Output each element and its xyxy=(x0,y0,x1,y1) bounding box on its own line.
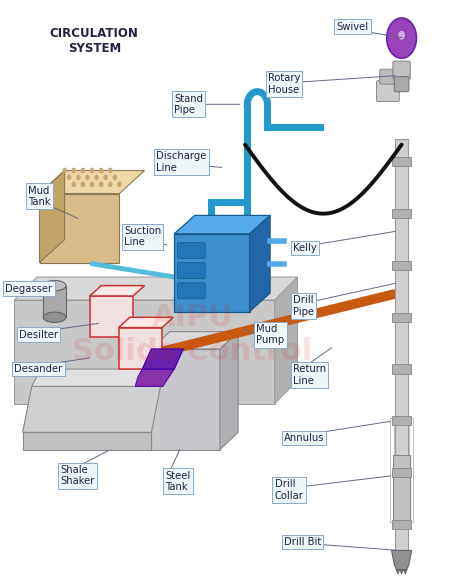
Text: Swivel: Swivel xyxy=(336,21,368,32)
Text: Drill Bit: Drill Bit xyxy=(284,537,321,547)
Polygon shape xyxy=(152,332,238,349)
FancyBboxPatch shape xyxy=(393,61,410,79)
FancyBboxPatch shape xyxy=(43,286,66,317)
Polygon shape xyxy=(220,332,238,449)
Text: Mud
Pump: Mud Pump xyxy=(256,324,284,346)
Text: Degasser: Degasser xyxy=(5,283,52,294)
Polygon shape xyxy=(90,286,145,296)
Text: Mud
Tank: Mud Tank xyxy=(28,186,51,207)
Text: AIPU
Solids Control: AIPU Solids Control xyxy=(72,304,313,366)
FancyBboxPatch shape xyxy=(393,365,411,374)
Circle shape xyxy=(108,181,113,187)
Circle shape xyxy=(113,174,117,180)
FancyBboxPatch shape xyxy=(380,69,396,84)
Polygon shape xyxy=(174,215,270,234)
FancyBboxPatch shape xyxy=(393,313,411,322)
Circle shape xyxy=(94,174,99,180)
FancyBboxPatch shape xyxy=(152,349,220,449)
Circle shape xyxy=(108,168,113,173)
Polygon shape xyxy=(14,300,275,404)
Circle shape xyxy=(71,181,76,187)
Text: Annulus: Annulus xyxy=(284,433,324,443)
Polygon shape xyxy=(22,387,160,432)
Text: Discharge
Line: Discharge Line xyxy=(156,151,206,173)
Text: Kelly: Kelly xyxy=(293,243,316,253)
FancyBboxPatch shape xyxy=(393,261,411,270)
Ellipse shape xyxy=(387,18,416,58)
FancyBboxPatch shape xyxy=(393,468,411,477)
Polygon shape xyxy=(22,432,152,449)
Text: CIRCULATION
SYSTEM: CIRCULATION SYSTEM xyxy=(50,27,139,55)
Polygon shape xyxy=(250,215,270,312)
Polygon shape xyxy=(403,569,407,574)
FancyBboxPatch shape xyxy=(394,77,409,92)
FancyBboxPatch shape xyxy=(393,455,410,522)
Ellipse shape xyxy=(43,280,66,291)
Text: Return
Line: Return Line xyxy=(293,364,326,385)
FancyBboxPatch shape xyxy=(39,193,120,263)
Text: Shale
Shaker: Shale Shaker xyxy=(60,465,94,486)
Ellipse shape xyxy=(398,30,406,40)
Polygon shape xyxy=(136,369,174,387)
Polygon shape xyxy=(396,569,400,574)
FancyBboxPatch shape xyxy=(393,520,411,529)
Circle shape xyxy=(90,181,94,187)
Polygon shape xyxy=(14,277,298,300)
Circle shape xyxy=(104,174,108,180)
Polygon shape xyxy=(32,369,169,387)
Polygon shape xyxy=(119,317,173,328)
Circle shape xyxy=(81,181,85,187)
Text: Desander: Desander xyxy=(14,364,63,374)
Text: Suction
Line: Suction Line xyxy=(124,226,161,248)
FancyBboxPatch shape xyxy=(376,81,399,102)
Circle shape xyxy=(85,174,90,180)
Circle shape xyxy=(90,168,94,173)
Circle shape xyxy=(62,168,67,173)
Ellipse shape xyxy=(43,312,66,323)
Polygon shape xyxy=(39,170,65,263)
FancyBboxPatch shape xyxy=(119,328,162,369)
Circle shape xyxy=(76,174,81,180)
Polygon shape xyxy=(275,277,298,404)
Text: Rotary
House: Rotary House xyxy=(268,73,300,95)
Circle shape xyxy=(71,168,76,173)
Text: Stand
Pipe: Stand Pipe xyxy=(174,93,203,115)
Circle shape xyxy=(99,168,104,173)
Text: Drill
Collar: Drill Collar xyxy=(275,479,304,501)
Polygon shape xyxy=(142,349,183,369)
Polygon shape xyxy=(392,550,412,571)
FancyBboxPatch shape xyxy=(393,416,411,425)
FancyBboxPatch shape xyxy=(177,242,205,258)
FancyBboxPatch shape xyxy=(177,263,205,279)
Polygon shape xyxy=(400,569,403,574)
Polygon shape xyxy=(39,170,145,193)
Text: Desilter: Desilter xyxy=(19,329,58,339)
Circle shape xyxy=(117,181,122,187)
Circle shape xyxy=(67,174,71,180)
Text: Steel
Tank: Steel Tank xyxy=(165,470,191,492)
FancyBboxPatch shape xyxy=(90,296,133,338)
FancyBboxPatch shape xyxy=(177,283,205,299)
Text: Drill
Pipe: Drill Pipe xyxy=(293,295,314,317)
FancyBboxPatch shape xyxy=(395,139,409,553)
FancyBboxPatch shape xyxy=(174,234,250,312)
FancyBboxPatch shape xyxy=(393,158,411,167)
Circle shape xyxy=(81,168,85,173)
FancyBboxPatch shape xyxy=(393,209,411,218)
Circle shape xyxy=(99,181,104,187)
